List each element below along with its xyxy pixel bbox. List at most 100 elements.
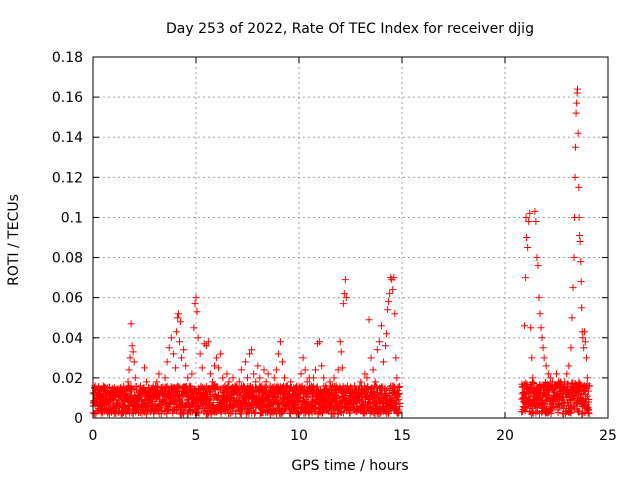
data-point	[159, 390, 167, 398]
data-point	[303, 378, 311, 386]
y-tick-label: 0.16	[52, 90, 83, 106]
data-point	[184, 374, 192, 382]
data-point	[101, 396, 109, 404]
data-point	[221, 382, 229, 390]
data-point	[194, 334, 202, 342]
data-point	[122, 394, 130, 402]
data-point	[180, 408, 188, 416]
data-point	[342, 294, 350, 302]
data-point	[585, 410, 593, 418]
data-point	[340, 290, 348, 298]
data-point	[541, 403, 549, 411]
data-point	[580, 344, 588, 352]
data-point	[97, 402, 105, 410]
data-point	[174, 310, 182, 318]
data-point	[171, 364, 179, 372]
data-point	[395, 391, 403, 399]
data-point	[260, 366, 268, 374]
y-tick-label: 0.04	[52, 331, 83, 347]
y-tick-label: 0.12	[52, 170, 83, 186]
data-point	[206, 396, 214, 404]
data-point	[108, 392, 116, 400]
data-point	[161, 374, 169, 382]
data-point	[542, 362, 550, 370]
data-point	[392, 354, 400, 362]
data-point	[217, 350, 225, 358]
data-point	[270, 374, 278, 382]
data-point	[264, 370, 272, 378]
data-point	[546, 406, 554, 414]
data-point	[358, 395, 366, 403]
data-point	[584, 387, 592, 395]
x-tick-label: 5	[192, 428, 201, 444]
x-axis-label: GPS time / hours	[291, 458, 408, 474]
data-point	[575, 183, 583, 191]
data-point	[525, 217, 533, 225]
data-point	[173, 314, 181, 322]
data-point	[204, 338, 212, 346]
data-point	[365, 316, 373, 324]
data-point	[225, 378, 233, 386]
data-point	[131, 374, 139, 382]
data-point	[165, 344, 173, 352]
data-point	[554, 409, 562, 417]
y-tick-label: 0.14	[52, 130, 83, 146]
data-point	[334, 366, 342, 374]
data-point	[99, 390, 107, 398]
data-point	[576, 238, 584, 246]
data-point	[344, 386, 352, 394]
data-point	[522, 379, 530, 387]
data-point	[285, 390, 293, 398]
data-point	[241, 358, 249, 366]
data-point	[559, 386, 567, 394]
data-point	[237, 366, 245, 374]
data-point	[581, 338, 589, 346]
data-point	[328, 386, 336, 394]
data-point	[385, 298, 393, 306]
data-point	[193, 308, 201, 316]
data-point	[578, 304, 586, 312]
data-point	[293, 382, 301, 390]
data-point	[173, 407, 181, 415]
data-point	[585, 395, 593, 403]
data-point	[573, 99, 581, 107]
plot-frame	[92, 56, 609, 419]
data-point	[582, 354, 590, 362]
data-point	[172, 328, 180, 336]
data-point	[92, 398, 100, 406]
data-point	[382, 342, 390, 350]
data-point	[319, 409, 327, 417]
x-tick-label: 20	[496, 428, 514, 444]
data-point	[262, 378, 270, 386]
data-point	[383, 330, 391, 338]
data-point	[182, 362, 190, 370]
data-point	[544, 370, 552, 378]
data-point	[295, 386, 303, 394]
data-point	[577, 278, 585, 286]
data-point	[561, 378, 569, 386]
data-point	[195, 409, 203, 417]
data-point	[211, 362, 219, 370]
data-point	[251, 408, 259, 416]
x-tick-label: 0	[89, 428, 98, 444]
data-point	[535, 294, 543, 302]
data-point	[330, 374, 338, 382]
data-point	[231, 382, 239, 390]
data-point	[341, 276, 349, 284]
data-point	[384, 306, 392, 314]
data-point	[377, 322, 385, 330]
data-point	[353, 386, 361, 394]
data-point	[93, 386, 101, 394]
data-point	[536, 310, 544, 318]
data-point	[190, 324, 198, 332]
data-point	[394, 390, 402, 398]
data-point	[316, 338, 324, 346]
data-point	[128, 409, 136, 417]
data-point	[379, 358, 387, 366]
data-point	[572, 109, 580, 117]
data-point	[565, 362, 573, 370]
data-point	[228, 408, 236, 416]
data-point	[223, 370, 231, 378]
data-point	[289, 386, 297, 394]
